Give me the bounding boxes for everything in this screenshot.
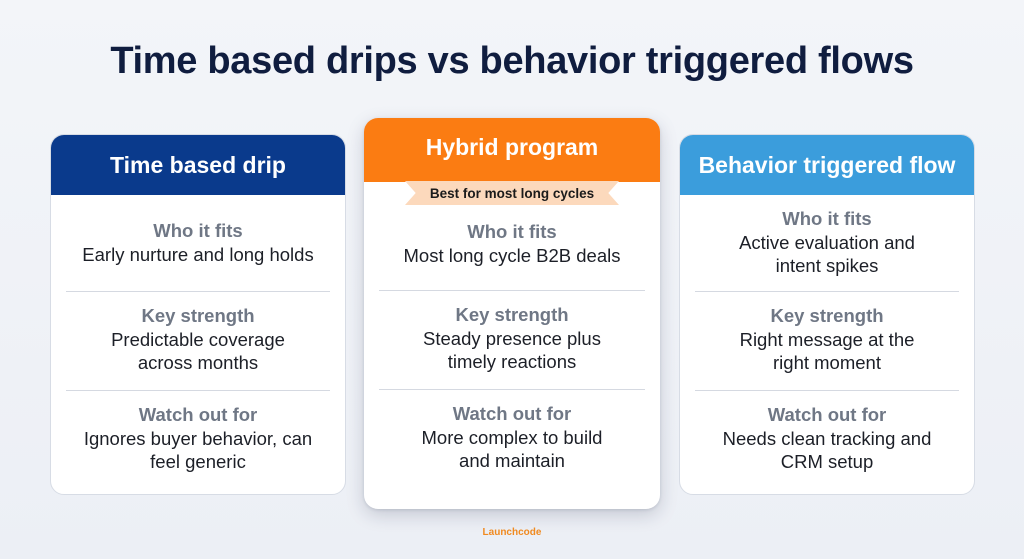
card-header: Hybrid program (364, 118, 660, 182)
divider (695, 390, 959, 391)
divider (379, 389, 645, 390)
strength-label: Key strength (770, 305, 884, 326)
who-text: Early nurture and long holds (82, 244, 314, 265)
watch-section: Watch out for Ignores buyer behavior, ca… (51, 403, 345, 473)
who-text: Most long cycle B2B deals (403, 245, 621, 266)
strength-section: Key strength Right message at the right … (680, 304, 974, 374)
card-hybrid-program: Hybrid program Best for most long cycles… (364, 118, 660, 509)
strength-section: Key strength Predictable coverage across… (51, 304, 345, 374)
strength-text: Predictable coverage across months (111, 329, 285, 373)
divider (66, 390, 330, 391)
brand-logo: Launchcode (482, 527, 542, 538)
watch-text: Ignores buyer behavior, can feel generic (83, 428, 313, 472)
card-header: Time based drip (51, 135, 345, 195)
who-section: Who it fits Most long cycle B2B deals (364, 220, 660, 267)
watch-section: Watch out for More complex to build and … (364, 402, 660, 472)
divider (66, 291, 330, 292)
watch-text: More complex to build and maintain (421, 427, 603, 471)
watch-label: Watch out for (767, 404, 887, 425)
divider (379, 290, 645, 291)
card-time-based-drip: Time based drip Who it fits Early nurtur… (50, 134, 346, 495)
strength-text: Steady presence plus timely reactions (423, 328, 601, 372)
card-behavior-triggered-flow: Behavior triggered flow Who it fits Acti… (679, 134, 975, 495)
recommendation-ribbon: Best for most long cycles (405, 181, 619, 205)
divider (695, 291, 959, 292)
card-header: Behavior triggered flow (680, 135, 974, 195)
watch-section: Watch out for Needs clean tracking and C… (680, 403, 974, 473)
strength-text: Right message at the right moment (739, 329, 915, 373)
strength-section: Key strength Steady presence plus timely… (364, 303, 660, 373)
watch-text: Needs clean tracking and CRM setup (722, 428, 932, 472)
who-label: Who it fits (782, 208, 872, 229)
watch-label: Watch out for (452, 403, 572, 424)
strength-label: Key strength (141, 305, 255, 326)
strength-label: Key strength (455, 304, 569, 325)
who-section: Who it fits Active evaluation and intent… (680, 207, 974, 277)
watch-label: Watch out for (138, 404, 258, 425)
who-section: Who it fits Early nurture and long holds (51, 219, 345, 266)
who-label: Who it fits (153, 220, 243, 241)
page-title: Time based drips vs behavior triggered f… (110, 40, 914, 82)
who-label: Who it fits (467, 221, 557, 242)
who-text: Active evaluation and intent spikes (739, 232, 915, 276)
